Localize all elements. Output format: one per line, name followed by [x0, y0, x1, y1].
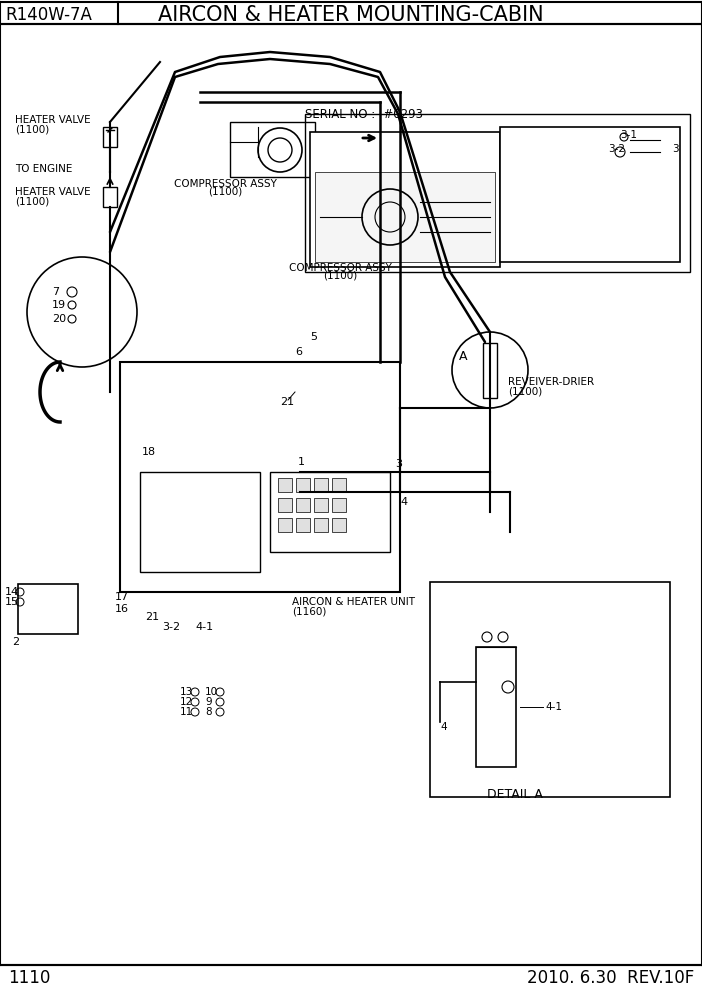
- Text: (1160): (1160): [292, 606, 326, 616]
- Text: 7: 7: [52, 287, 59, 297]
- Bar: [310, 132, 500, 267]
- Text: 18: 18: [142, 447, 156, 457]
- Text: 8: 8: [205, 707, 211, 717]
- Text: 4-1: 4-1: [545, 702, 562, 712]
- Text: 3-2: 3-2: [608, 144, 625, 154]
- Text: REVEIVER-DRIER: REVEIVER-DRIER: [508, 377, 594, 387]
- Text: 10: 10: [205, 687, 218, 697]
- Text: A: A: [459, 350, 468, 363]
- Text: 4: 4: [400, 497, 407, 507]
- Text: (1100): (1100): [508, 386, 542, 396]
- Text: 21: 21: [280, 397, 294, 407]
- Text: COMPRESSOR ASSY: COMPRESSOR ASSY: [289, 263, 392, 273]
- Text: 20: 20: [52, 314, 66, 324]
- Text: 1110: 1110: [8, 969, 51, 987]
- Text: (1100): (1100): [15, 196, 49, 206]
- Bar: [103, 127, 117, 147]
- Text: 6: 6: [295, 347, 302, 357]
- Text: 1: 1: [298, 457, 305, 467]
- Text: 17: 17: [115, 592, 129, 602]
- Bar: [314, 518, 328, 532]
- Text: 3-1: 3-1: [620, 130, 637, 140]
- Text: 15: 15: [5, 597, 19, 607]
- Bar: [296, 478, 310, 492]
- Text: 16: 16: [115, 604, 129, 614]
- Text: (1100): (1100): [208, 187, 242, 197]
- Text: 12: 12: [180, 697, 193, 707]
- Text: AIRCON & HEATER UNIT: AIRCON & HEATER UNIT: [292, 597, 415, 607]
- Text: DETAIL A: DETAIL A: [487, 788, 543, 801]
- Text: 4: 4: [440, 722, 446, 732]
- Bar: [120, 362, 400, 592]
- Bar: [296, 498, 310, 512]
- Bar: [332, 518, 346, 532]
- Text: HEATER VALVE: HEATER VALVE: [15, 115, 91, 125]
- Text: 3: 3: [395, 459, 402, 469]
- Bar: [483, 343, 497, 398]
- Text: 2010. 6.30  REV.10F: 2010. 6.30 REV.10F: [526, 969, 694, 987]
- Text: 9: 9: [205, 697, 211, 707]
- Text: COMPRESSOR ASSY: COMPRESSOR ASSY: [173, 179, 277, 189]
- Text: 3-2: 3-2: [162, 622, 180, 632]
- Text: 21: 21: [145, 612, 159, 622]
- Text: SERIAL NO : -#0293: SERIAL NO : -#0293: [305, 107, 423, 120]
- Text: HEATER VALVE: HEATER VALVE: [15, 187, 91, 197]
- Text: 19: 19: [52, 300, 66, 310]
- Bar: [430, 582, 670, 797]
- Bar: [270, 472, 390, 552]
- Text: (1100): (1100): [323, 271, 357, 281]
- Text: 2: 2: [12, 637, 19, 647]
- Circle shape: [27, 257, 137, 367]
- Bar: [332, 478, 346, 492]
- Bar: [278, 518, 292, 532]
- Text: 11: 11: [180, 707, 193, 717]
- Bar: [500, 127, 680, 262]
- Bar: [278, 498, 292, 512]
- Bar: [332, 498, 346, 512]
- Text: 5: 5: [310, 332, 317, 342]
- Text: 3: 3: [672, 144, 679, 154]
- Text: TO ENGINE: TO ENGINE: [15, 164, 72, 174]
- Bar: [315, 172, 495, 262]
- Text: 4-1: 4-1: [195, 622, 213, 632]
- Bar: [314, 478, 328, 492]
- Text: 14: 14: [5, 587, 19, 597]
- Bar: [305, 114, 690, 272]
- Bar: [314, 498, 328, 512]
- Bar: [18, 584, 78, 634]
- Bar: [296, 518, 310, 532]
- Text: 13: 13: [180, 687, 193, 697]
- Bar: [278, 478, 292, 492]
- Text: (1100): (1100): [15, 124, 49, 134]
- Text: R140W-7A: R140W-7A: [5, 6, 92, 24]
- Bar: [103, 187, 117, 207]
- Bar: [140, 472, 260, 572]
- Text: AIRCON & HEATER MOUNTING-CABIN: AIRCON & HEATER MOUNTING-CABIN: [158, 5, 544, 25]
- Bar: [476, 647, 516, 767]
